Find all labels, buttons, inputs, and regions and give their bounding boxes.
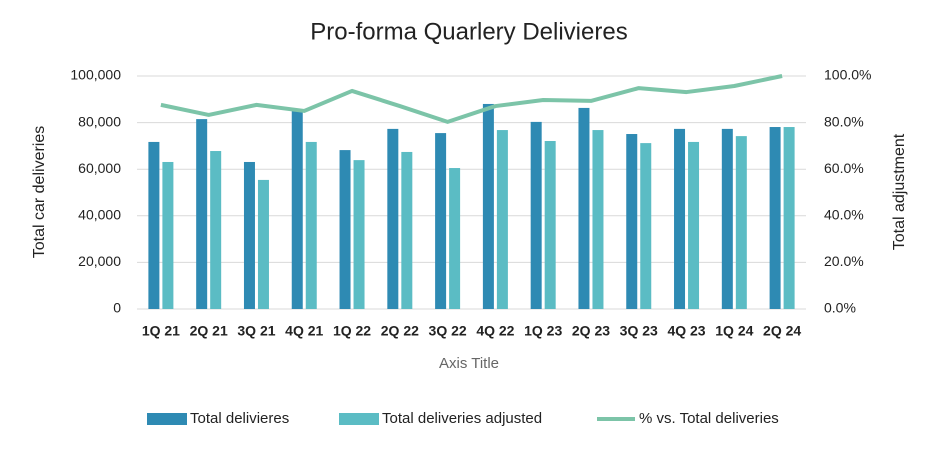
x-tick-label: 3Q 22 <box>429 323 467 339</box>
x-axis-title: Axis Title <box>439 355 499 372</box>
bar <box>626 134 638 309</box>
x-tick-label: 1Q 22 <box>333 323 371 339</box>
legend-label: Total delivieres <box>190 410 289 427</box>
chart-title: Pro-forma Quarlery Delivieres <box>310 18 627 45</box>
y-tick-label: 60,000 <box>78 160 121 176</box>
bar <box>196 119 208 309</box>
line <box>160 74 783 124</box>
y2-tick-label: 40.0% <box>824 207 864 223</box>
x-tick-label: 1Q 24 <box>715 323 753 339</box>
bar <box>735 136 747 309</box>
bar <box>530 121 542 309</box>
x-tick-label: 3Q 23 <box>620 323 658 339</box>
x-tick-label: 2Q 23 <box>572 323 610 339</box>
bar <box>305 141 317 309</box>
legend-swatch <box>147 413 187 425</box>
x-tick-label: 1Q 23 <box>524 323 562 339</box>
y-tick-label: 80,000 <box>78 113 121 129</box>
legend-swatch <box>339 413 379 425</box>
bar <box>210 151 222 309</box>
x-tick-label: 2Q 21 <box>190 323 228 339</box>
bar <box>387 128 399 309</box>
x-tick-label: 2Q 24 <box>763 323 801 339</box>
y2-tick-label: 80.0% <box>824 113 864 129</box>
legend-label: Total deliveries adjusted <box>382 410 542 427</box>
bar <box>592 130 604 309</box>
bar <box>674 128 686 309</box>
bar <box>148 141 160 309</box>
bar <box>291 110 303 309</box>
x-tick-label: 1Q 21 <box>142 323 180 339</box>
bar <box>783 127 795 309</box>
x-tick-label: 4Q 21 <box>285 323 323 339</box>
bar <box>769 127 781 309</box>
y2-axis-title: Total adjustment <box>891 133 908 250</box>
y-axis-title: Total car deliveries <box>31 126 48 259</box>
y-tick-label: 40,000 <box>78 207 121 223</box>
y2-tick-label: 60.0% <box>824 160 864 176</box>
bar <box>243 161 255 309</box>
legend-label: % vs. Total deliveries <box>639 410 779 427</box>
bar <box>339 150 351 309</box>
bar <box>721 128 733 309</box>
bar <box>401 151 413 309</box>
x-tick-label: 3Q 21 <box>237 323 275 339</box>
bar <box>496 130 508 309</box>
x-tick-label: 4Q 23 <box>667 323 705 339</box>
bar <box>688 141 700 309</box>
y2-tick-label: 0.0% <box>824 300 856 316</box>
y2-tick-label: 100.0% <box>824 67 871 83</box>
y-tick-label: 20,000 <box>78 253 121 269</box>
bar <box>640 143 652 309</box>
y2-tick-label: 20.0% <box>824 253 864 269</box>
bar <box>449 168 461 309</box>
bar <box>353 160 365 309</box>
y-tick-label: 100,000 <box>70 67 121 83</box>
bar <box>435 133 447 309</box>
y-tick-label: 0 <box>113 300 121 316</box>
x-tick-label: 4Q 22 <box>476 323 514 339</box>
bar <box>162 161 174 309</box>
bar <box>578 107 590 310</box>
bar <box>544 141 556 309</box>
bar <box>482 103 494 310</box>
x-tick-label: 2Q 22 <box>381 323 419 339</box>
bar <box>257 179 269 309</box>
